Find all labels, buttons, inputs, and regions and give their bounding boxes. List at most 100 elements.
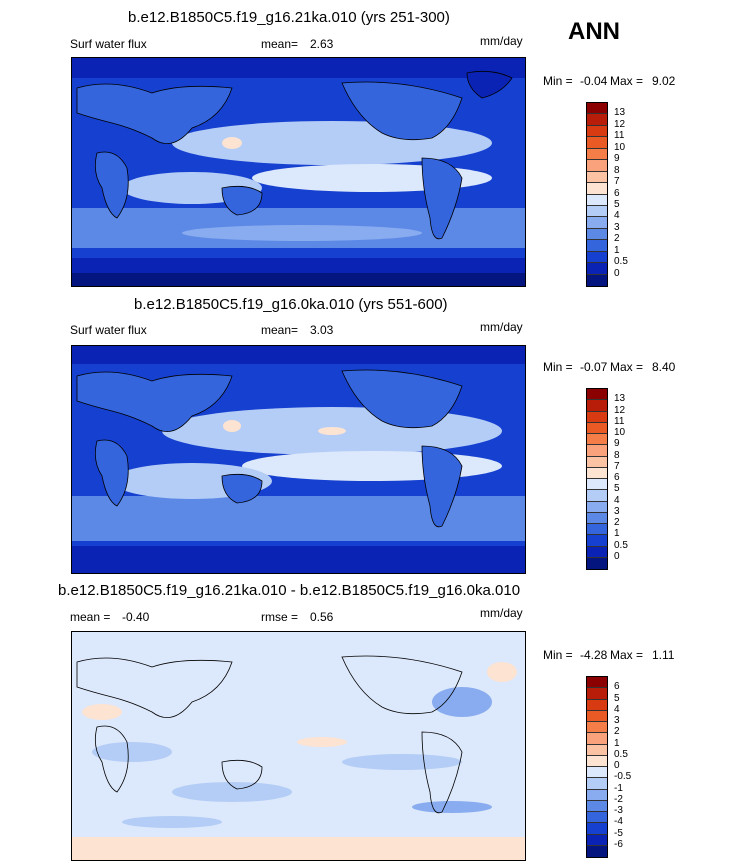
colorbar-tick-label: 4 (614, 210, 620, 222)
panel2-colorbar-cell (587, 501, 607, 513)
panel1-min-value: -0.04 (580, 74, 608, 88)
panel1-colorbar-cell (587, 125, 607, 138)
colorbar-tick-label: 0.5 (614, 256, 628, 268)
panel2-units: mm/day (480, 320, 523, 334)
colorbar-tick-label: 8 (614, 449, 620, 461)
colorbar-tick-label: 2 (614, 233, 620, 245)
panel1-colorbar-cell (587, 228, 607, 241)
colorbar-tick-label: 6 (614, 187, 620, 199)
colorbar-tick-label: 6 (614, 681, 620, 693)
colorbar-tick-label: 12 (614, 118, 626, 130)
panel3-min-value: -4.28 (580, 648, 608, 662)
panel3-colorbar-cell (587, 699, 607, 711)
colorbar-tick-label: 0 (614, 267, 620, 279)
colorbar-tick-label: 1 (614, 528, 620, 540)
panel3-colorbar-cell (587, 789, 607, 801)
panel2-map-svg (72, 346, 525, 573)
colorbar-tick-label: 5 (614, 692, 620, 704)
season-label: ANN (568, 18, 620, 45)
panel3-colorbar-cell (587, 812, 607, 824)
panel3-max-label: Max = (610, 648, 644, 662)
panel1-min-label: Min = (543, 74, 573, 88)
colorbar-tick-label: 0.5 (614, 539, 628, 551)
colorbar-tick-label: 9 (614, 438, 620, 450)
panel2-colorbar-cell (587, 400, 607, 412)
panel1-colorbar-cell (587, 251, 607, 264)
panel3-colorbar-cell (587, 767, 607, 779)
colorbar-tick-label: 0 (614, 550, 620, 562)
colorbar-tick-label: -2 (614, 793, 623, 805)
colorbar-tick-label: 12 (614, 404, 626, 416)
panel2-max-value: 8.40 (652, 360, 676, 374)
panel1-colorbar-cell (587, 160, 607, 172)
panel1-mean-label: mean= (261, 37, 299, 51)
panel2-mean-value: 3.03 (310, 323, 334, 337)
panel3-colorbar-cell (587, 744, 607, 756)
panel1-colorbar-cell (587, 103, 607, 115)
panel1-map-svg (72, 58, 525, 286)
panel1-colorbar-cell (587, 137, 607, 149)
panel2-colorbar-cell (587, 490, 607, 502)
panel1-colorbar-cell (587, 183, 607, 195)
colorbar-tick-label: -0.5 (614, 771, 632, 783)
colorbar-tick-label: 4 (614, 494, 620, 506)
panel3-min-label: Min = (543, 648, 573, 662)
panel3-colorbar-cell (587, 845, 607, 857)
colorbar-tick-label: 7 (614, 460, 620, 472)
panel2-colorbar-cell (587, 546, 607, 558)
colorbar-tick-label: 8 (614, 164, 620, 176)
colorbar-tick-label: -5 (614, 827, 623, 839)
colorbar-tick-label: 0 (614, 760, 620, 771)
panel2-min-label: Min = (543, 360, 573, 374)
colorbar-tick-label: -6 (614, 838, 623, 850)
colorbar-tick-label: 3 (614, 505, 620, 517)
colorbar-tick-label: 2 (614, 517, 620, 528)
colorbar-tick-label: 13 (614, 393, 626, 405)
panel1-colorbar-cell (587, 171, 607, 184)
panel2-colorbar-cell (587, 434, 607, 446)
panel2-max-label: Max = (610, 360, 644, 374)
colorbar-tick-label: 2 (614, 726, 620, 738)
panel2-mean-label: mean= (261, 323, 299, 337)
panel1-mean-value: 2.63 (310, 37, 334, 51)
panel2-colorbar-cell (587, 411, 607, 423)
colorbar-tick-label: 0.5 (614, 748, 628, 760)
colorbar-tick-label: 5 (614, 483, 620, 495)
panel2-colorbar-cell (587, 445, 607, 457)
panel3-colorbar-cell (587, 722, 607, 734)
panel2-colorbar-cell (587, 535, 607, 547)
colorbar-tick-label: -1 (614, 782, 623, 794)
panel2-title: b.e12.B1850C5.f19_g16.0ka.010 (yrs 551-6… (134, 296, 448, 313)
colorbar-tick-label: 7 (614, 176, 620, 188)
panel2-colorbar-cell (587, 456, 607, 468)
colorbar-tick-label: 5 (614, 198, 620, 210)
panel3-colorbar (586, 676, 608, 858)
panel1-colorbar-cell (587, 148, 607, 161)
panel1-colorbar-cell (587, 274, 607, 286)
panel2-colorbar-cell (587, 389, 607, 401)
panel2-colorbar-cell (587, 479, 607, 491)
colorbar-tick-label: 1 (614, 244, 620, 256)
colorbar-tick-label: -3 (614, 805, 623, 816)
colorbar-tick-label: 9 (614, 153, 620, 165)
colorbar-tick-label: -4 (614, 816, 623, 828)
panel1-map (71, 57, 526, 287)
panel1-colorbar-cell (587, 240, 607, 252)
panel3-units: mm/day (480, 606, 523, 620)
colorbar-tick-label: 6 (614, 472, 620, 483)
panel1-variable: Surf water flux (70, 37, 147, 51)
panel1-max-value: 9.02 (652, 74, 676, 88)
colorbar-tick-label: 10 (614, 427, 626, 438)
panel3-title: b.e12.B1850C5.f19_g16.21ka.010 - b.e12.B… (58, 582, 521, 599)
panel3-colorbar-cell (587, 778, 607, 790)
panel1-colorbar-cell (587, 217, 607, 229)
panel3-map-svg (72, 632, 525, 860)
panel3-mean-label: mean = (70, 610, 111, 624)
panel2-colorbar (586, 388, 608, 570)
colorbar-tick-label: 3 (614, 715, 620, 726)
colorbar-tick-label: 11 (614, 415, 625, 427)
colorbar-tick-label: 11 (614, 130, 625, 142)
panel3-colorbar-cell (587, 800, 607, 812)
colorbar-tick-label: 1 (614, 737, 620, 749)
panel1-units: mm/day (480, 34, 523, 48)
